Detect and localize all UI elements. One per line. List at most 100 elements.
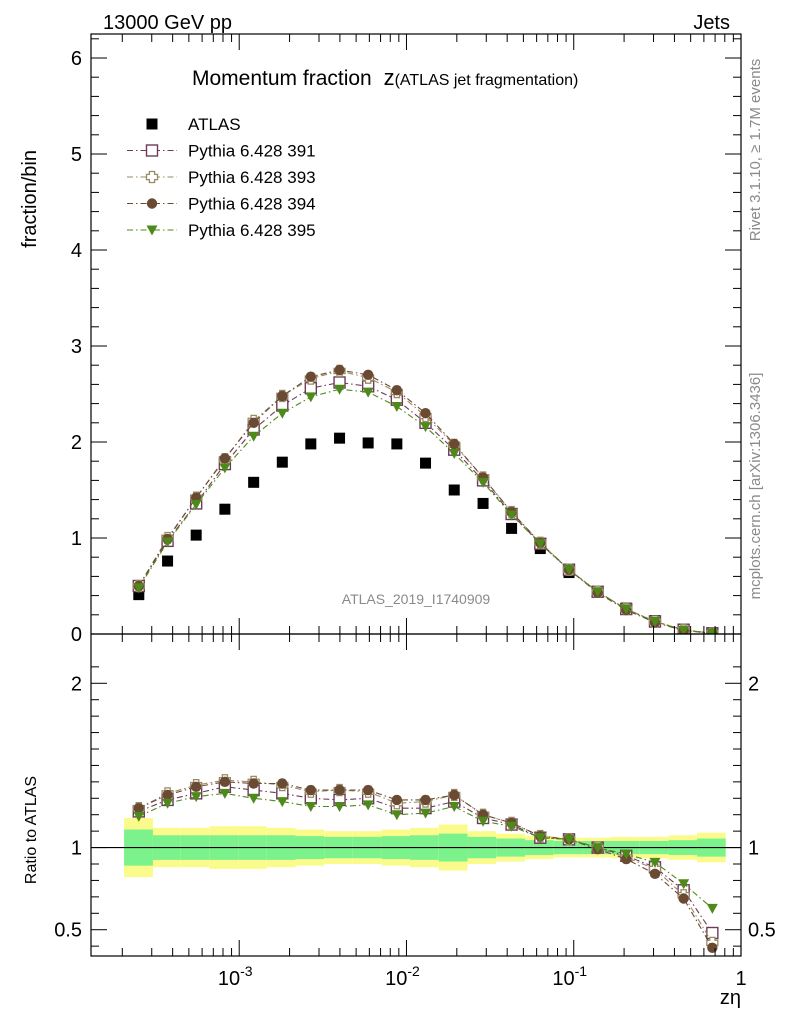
ratio-point <box>190 781 202 792</box>
chart-title-main: Momentum fraction <box>192 67 372 90</box>
analysis-id-label: ATLAS_2019_I1740909 <box>342 591 491 607</box>
data-point <box>477 497 489 509</box>
rivet-info-label: Rivet 3.1.10, ≥ 1.7M events <box>747 59 764 242</box>
ratio-point <box>190 792 202 803</box>
y-tick-label: 6 <box>71 48 82 70</box>
x-axis-label: zη <box>720 987 741 1009</box>
legend-label: Pythia 6.428 394 <box>188 195 316 214</box>
legend-marker <box>145 170 159 184</box>
data-point <box>248 476 260 488</box>
data-point <box>534 539 546 550</box>
ratio-y-tick-label-right: 1 <box>748 838 759 860</box>
y-tick-label: 0 <box>71 624 82 646</box>
y-tick-label: 2 <box>71 432 82 454</box>
data-point <box>305 438 317 450</box>
data-point <box>506 510 518 521</box>
data-point <box>563 565 575 576</box>
data-point <box>276 408 288 419</box>
main-y-axis-label: fraction/bin <box>19 150 41 248</box>
y-tick-label: 1 <box>71 528 82 550</box>
data-point <box>248 417 259 428</box>
x-tick-label-base: 10 <box>385 968 407 990</box>
data-point <box>448 449 460 460</box>
legend-label: Pythia 6.428 391 <box>188 142 316 161</box>
ratio-point <box>219 776 231 788</box>
ratio-point <box>477 816 489 827</box>
ratio-frame <box>90 633 742 957</box>
data-point <box>420 408 431 419</box>
data-point <box>448 484 460 496</box>
ratio-point <box>305 802 317 812</box>
data-point <box>162 555 174 567</box>
data-point <box>190 499 202 510</box>
data-point <box>277 390 288 402</box>
ratio-point <box>162 789 173 801</box>
data-point <box>391 438 403 450</box>
data-point <box>506 522 518 534</box>
data-point <box>334 432 346 444</box>
ratio-point <box>420 808 432 819</box>
ratio-point <box>534 833 546 844</box>
x-tick-label: 10-1 <box>552 963 587 990</box>
data-point <box>305 392 317 403</box>
data-point <box>678 625 690 634</box>
ratio-point <box>362 800 374 811</box>
ratio-point <box>448 802 460 812</box>
data-point <box>162 537 174 548</box>
y-tick-label: 5 <box>71 144 82 166</box>
data-point <box>420 422 432 433</box>
process-label: Jets <box>693 12 730 34</box>
ratio-y-tick-label-left: 0.5 <box>54 920 82 942</box>
ratio-point <box>305 784 317 796</box>
legend-marker <box>145 144 159 157</box>
data-point <box>477 477 489 488</box>
ratio-point <box>334 784 345 796</box>
data-point <box>391 401 403 412</box>
data-point <box>592 587 604 598</box>
data-point <box>334 384 346 395</box>
ratio-point <box>620 849 632 860</box>
ratio-y-tick-label-right: 0.5 <box>748 920 776 942</box>
data-point <box>219 453 231 464</box>
x-tick-label: 10-2 <box>385 963 420 990</box>
ratio-point <box>449 789 460 801</box>
x-tick-label: 1 <box>735 968 746 990</box>
ratio-point <box>334 802 346 812</box>
legend-marker <box>146 225 158 236</box>
ratio-point <box>391 794 403 806</box>
main-plot-marks <box>132 364 719 634</box>
x-tick-label-exp: -1 <box>575 963 588 979</box>
ratio-point <box>362 784 374 796</box>
data-point <box>362 369 374 380</box>
legend-label: Pythia 6.428 395 <box>188 221 316 240</box>
ratio-point <box>649 868 661 880</box>
data-point <box>305 371 317 382</box>
data-point <box>133 589 145 601</box>
y-tick-label: 4 <box>71 240 82 262</box>
ratio-point <box>706 903 718 914</box>
ratio-y-tick-label-right: 2 <box>748 673 759 695</box>
ratio-point <box>162 798 174 809</box>
legend: ATLAS Pythia 6.428 391 Pythia 6.428 393 Pyt… <box>127 115 316 240</box>
data-point <box>219 463 231 474</box>
ratio-point <box>277 778 288 789</box>
ratio-point <box>391 810 403 821</box>
x-tick-label-base: 10 <box>552 968 574 990</box>
data-point <box>334 364 345 376</box>
chart-title-symbol: z <box>384 65 395 90</box>
ratio-point <box>592 843 604 854</box>
data-point <box>133 583 145 594</box>
ratio-point <box>678 879 690 890</box>
x-tick-label-exp: -2 <box>407 963 420 979</box>
ratio-line-1 <box>138 779 713 944</box>
ratio-point <box>678 893 689 904</box>
x-tick-label: 10-3 <box>218 963 253 990</box>
data-point <box>190 529 202 541</box>
chart-title-sub: (ATLAS jet fragmentation) <box>395 72 579 89</box>
ratio-point <box>707 942 718 953</box>
chart-title: Momentum fraction z(ATLAS jet fragmentat… <box>192 65 578 90</box>
series-line-4 <box>138 388 713 634</box>
legend-label: Pythia 6.428 393 <box>188 168 316 187</box>
